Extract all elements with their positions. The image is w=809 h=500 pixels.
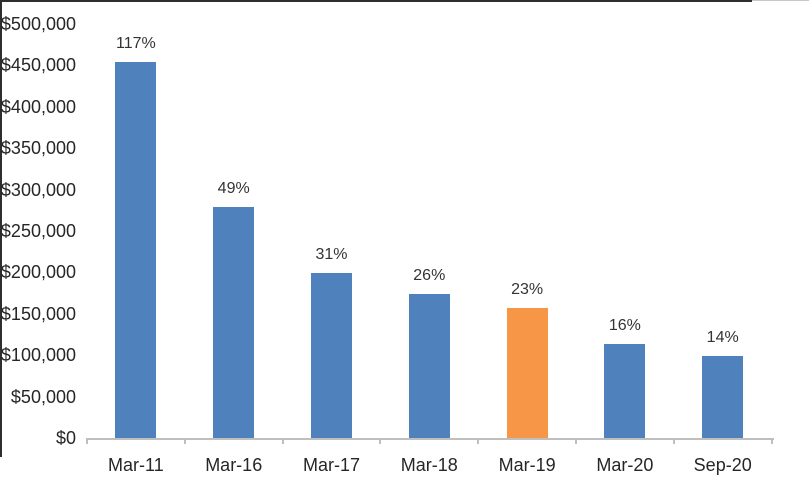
bar-data-label: 26% (413, 267, 446, 284)
window-border-top-faint (752, 0, 809, 1)
x-axis-category-label: Mar-16 (205, 455, 263, 475)
bar-mar-19[interactable] (506, 308, 548, 438)
y-axis-tick-label: $250,000 (0, 221, 76, 241)
x-axis-tick (477, 438, 480, 444)
x-axis-category-label: Sep-20 (693, 455, 752, 475)
bar-data-label: 117% (116, 35, 156, 52)
x-axis-tick (575, 438, 577, 444)
y-axis-tick-label: $300,000 (0, 179, 76, 200)
x-axis-category-label: Mar-20 (596, 455, 654, 475)
bar-mar-18[interactable] (408, 294, 450, 438)
bar-mar-17[interactable] (311, 273, 352, 438)
x-axis-tick (672, 438, 675, 444)
x-axis-tick (86, 438, 88, 444)
x-axis-tick (770, 438, 773, 444)
y-axis-tick-label: $50,000 (10, 386, 76, 407)
y-axis-tick-label: $150,000 (0, 303, 76, 324)
bar-mar-16[interactable] (213, 207, 255, 438)
x-axis-category-label: Mar-19 (498, 455, 556, 475)
x-axis-tick (183, 438, 186, 444)
y-axis-tick-label: $400,000 (0, 96, 76, 117)
bar-data-label: 14% (706, 329, 739, 346)
bar-data-label: 23% (511, 281, 544, 298)
bar-data-label: 49% (217, 180, 250, 197)
bar-mar-11[interactable] (115, 62, 157, 438)
y-axis-tick-label: $200,000 (0, 262, 76, 283)
x-axis-category-label: Mar-17 (302, 455, 360, 475)
bar-sep-20[interactable] (702, 356, 744, 438)
x-axis-category-label: Mar-18 (400, 455, 458, 475)
window-border-top (0, 0, 752, 2)
y-axis-tick-label: $500,000 (0, 14, 76, 34)
y-axis-tick-label: $100,000 (0, 345, 76, 366)
x-axis-line (87, 438, 774, 440)
bar-data-label: 31% (315, 246, 348, 263)
window-border-left (0, 0, 2, 457)
x-axis-tick (379, 438, 382, 444)
y-axis-tick-label: $0 (55, 428, 76, 448)
bar-data-label: 16% (608, 317, 641, 334)
y-axis-tick-label: $450,000 (0, 55, 76, 76)
x-axis-tick (281, 438, 284, 444)
y-axis-tick-label: $350,000 (0, 138, 76, 159)
bar-mar-20[interactable] (604, 344, 646, 438)
x-axis-category-label: Mar-11 (108, 455, 164, 475)
